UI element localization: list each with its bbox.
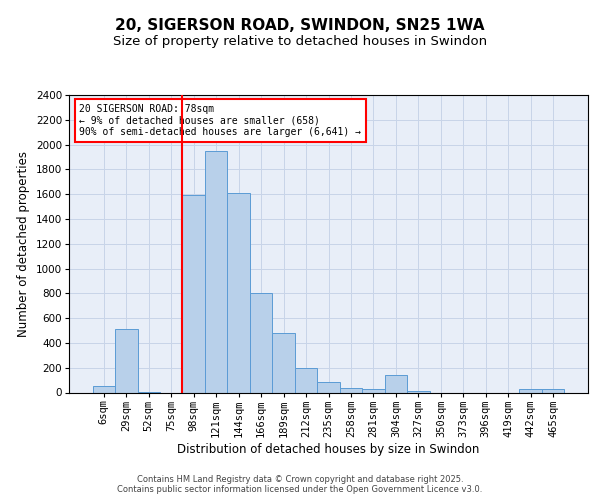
X-axis label: Distribution of detached houses by size in Swindon: Distribution of detached houses by size … xyxy=(178,442,479,456)
Bar xyxy=(182,196,205,392)
Bar xyxy=(407,391,430,392)
Bar xyxy=(385,374,407,392)
Bar xyxy=(520,389,542,392)
Bar xyxy=(542,389,565,392)
Bar xyxy=(92,386,115,392)
Text: Contains HM Land Registry data © Crown copyright and database right 2025.
Contai: Contains HM Land Registry data © Crown c… xyxy=(118,474,482,494)
Bar xyxy=(317,382,340,392)
Bar xyxy=(295,368,317,392)
Y-axis label: Number of detached properties: Number of detached properties xyxy=(17,151,30,337)
Bar xyxy=(340,388,362,392)
Bar xyxy=(362,388,385,392)
Text: 20, SIGERSON ROAD, SWINDON, SN25 1WA: 20, SIGERSON ROAD, SWINDON, SN25 1WA xyxy=(115,18,485,32)
Bar xyxy=(250,294,272,392)
Text: 20 SIGERSON ROAD: 78sqm
← 9% of detached houses are smaller (658)
90% of semi-de: 20 SIGERSON ROAD: 78sqm ← 9% of detached… xyxy=(79,104,361,137)
Bar xyxy=(227,193,250,392)
Bar xyxy=(115,330,137,392)
Bar xyxy=(205,151,227,392)
Text: Size of property relative to detached houses in Swindon: Size of property relative to detached ho… xyxy=(113,34,487,48)
Bar xyxy=(272,333,295,392)
